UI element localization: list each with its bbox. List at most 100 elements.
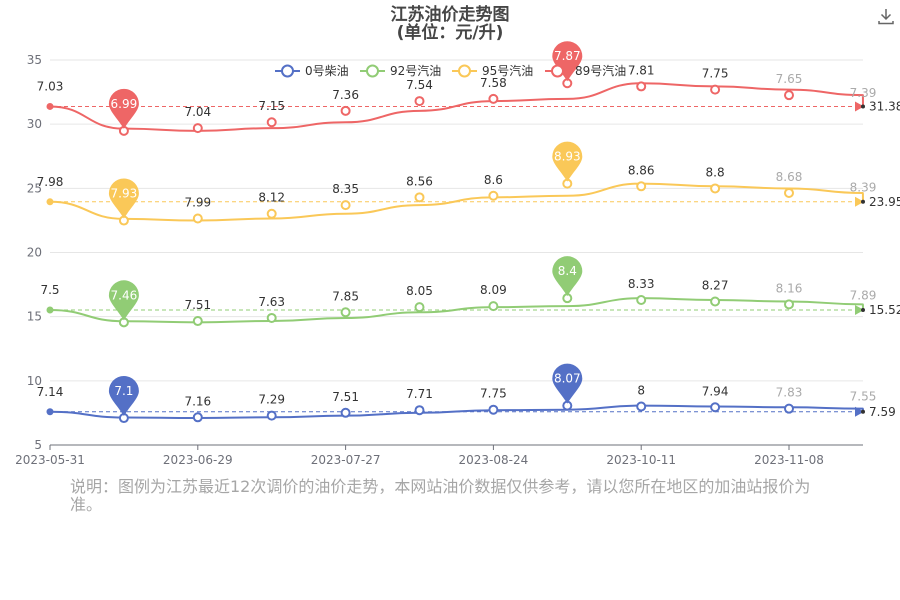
data-label: 7.5 xyxy=(40,283,59,297)
data-point xyxy=(710,183,721,194)
data-label: 7.14 xyxy=(37,385,64,399)
legend-label: 89号汽油 xyxy=(575,63,626,78)
series-3: 7.98 7.99 8.12 8.35 8.56 8.6 8.86 8.8 8.68 8.3923… xyxy=(37,163,900,226)
end-arrow xyxy=(855,196,864,207)
pin-label: 6.99 xyxy=(111,97,138,111)
pin-label: 7.87 xyxy=(554,49,581,63)
end-dot xyxy=(861,307,865,312)
data-label: 7.65 xyxy=(776,72,803,86)
data-label: 8.12 xyxy=(258,191,285,205)
end-arrow xyxy=(855,406,864,417)
end-label: 15.52 xyxy=(869,303,900,317)
data-label: 7.58 xyxy=(480,76,507,90)
data-point xyxy=(414,192,425,203)
data-label: 7.51 xyxy=(332,390,359,404)
x-tick-label: 2023-05-31 xyxy=(15,453,85,467)
download-icon[interactable] xyxy=(876,6,896,26)
y-tick-label: 20 xyxy=(27,246,42,260)
series-1: 7.14 7.16 7.29 7.51 7.71 7.75 8 7.94 7.83 7.55 7.5… xyxy=(37,384,896,424)
data-point xyxy=(488,301,499,312)
data-label: 8.05 xyxy=(406,284,433,298)
y-tick-label: 25 xyxy=(27,181,42,195)
end-arrow xyxy=(855,101,864,112)
data-label: 8.56 xyxy=(406,174,433,188)
end-label: 7.59 xyxy=(869,405,896,419)
data-label: 8.68 xyxy=(776,170,803,184)
y-tick-label: 35 xyxy=(27,53,42,67)
data-label: 8.16 xyxy=(776,281,803,295)
pin-label: 7.93 xyxy=(111,187,138,201)
pin-label: 7.46 xyxy=(111,288,138,302)
min-pin: 7.1 xyxy=(108,376,139,417)
legend-label: 92号汽油 xyxy=(390,63,441,78)
data-point xyxy=(710,296,721,307)
data-label: 8.8 xyxy=(706,165,725,179)
data-point xyxy=(340,200,351,211)
series-2: 7.5 7.51 7.63 7.85 8.05 8.09 8.33 8.27 8.16 7.891… xyxy=(40,277,900,328)
data-label: 7.99 xyxy=(184,195,211,209)
x-tick-label: 2023-11-08 xyxy=(754,453,824,467)
data-point xyxy=(266,312,277,323)
data-point xyxy=(414,302,425,313)
data-point xyxy=(340,105,351,116)
min-pin: 7.93 xyxy=(108,178,139,219)
series-4: 7.03 7.04 7.15 7.36 7.54 7.58 7.81 7.75 7.65 7.39… xyxy=(37,63,900,136)
data-point xyxy=(266,208,277,219)
x-tick-label: 2023-08-24 xyxy=(459,453,529,467)
legend-label: 0号柴油 xyxy=(305,64,349,78)
data-label: 8.39 xyxy=(850,181,877,195)
data-point xyxy=(340,307,351,318)
y-tick-label: 5 xyxy=(34,438,42,452)
legend-item[interactable]: 92号汽油 xyxy=(360,63,441,78)
data-point xyxy=(710,402,721,413)
legend-item[interactable]: 89号汽油 xyxy=(545,63,626,78)
data-label: 7.51 xyxy=(184,298,211,312)
data-label: 7.81 xyxy=(628,63,655,77)
data-point xyxy=(192,213,203,224)
data-point xyxy=(192,316,203,327)
data-point xyxy=(488,190,499,201)
legend-item[interactable]: 95号汽油 xyxy=(452,63,533,78)
disclaimer-note: 说明：图例为江苏最近12次调价的油价走势，本网站油价数据仅供参考，请以您所在地区… xyxy=(70,477,811,514)
data-point xyxy=(784,403,794,414)
data-point xyxy=(488,93,499,104)
data-label: 8.27 xyxy=(702,279,729,293)
x-tick-label: 2023-10-11 xyxy=(606,453,676,467)
legend-label: 95号汽油 xyxy=(482,63,533,78)
data-label: 8.86 xyxy=(628,163,655,177)
data-label: 7.94 xyxy=(702,384,729,398)
data-label: 8.09 xyxy=(480,283,507,297)
data-label: 8.33 xyxy=(628,277,655,291)
end-arrow xyxy=(855,304,864,315)
end-dot xyxy=(861,104,865,109)
x-tick-label: 2023-07-27 xyxy=(311,453,381,467)
data-point xyxy=(340,407,351,418)
data-label: 7.39 xyxy=(850,86,877,100)
data-point xyxy=(710,84,721,95)
data-point xyxy=(784,187,794,198)
data-label: 7.75 xyxy=(480,387,507,401)
data-point xyxy=(192,123,203,134)
data-point xyxy=(636,294,647,305)
y-tick-label: 15 xyxy=(27,310,42,324)
pin-label: 8.93 xyxy=(554,150,581,164)
end-dot xyxy=(861,199,865,204)
x-tick-label: 2023-06-29 xyxy=(163,453,233,467)
end-label: 23.95 xyxy=(869,195,900,209)
pin-label: 8.4 xyxy=(558,264,577,278)
data-point xyxy=(488,404,499,415)
legend-item[interactable]: 0号柴油 xyxy=(275,64,349,78)
data-point xyxy=(414,96,425,107)
start-point xyxy=(46,408,54,416)
chart-subtitle: (单位：元/升) xyxy=(397,22,504,43)
data-point xyxy=(266,410,277,421)
data-label: 7.03 xyxy=(37,79,64,93)
data-point xyxy=(636,81,647,92)
data-point xyxy=(784,90,794,101)
data-label: 7.36 xyxy=(332,88,359,102)
data-point xyxy=(636,401,647,412)
data-label: 7.89 xyxy=(850,288,877,302)
data-label: 8.35 xyxy=(332,182,359,196)
end-dot xyxy=(861,409,865,414)
